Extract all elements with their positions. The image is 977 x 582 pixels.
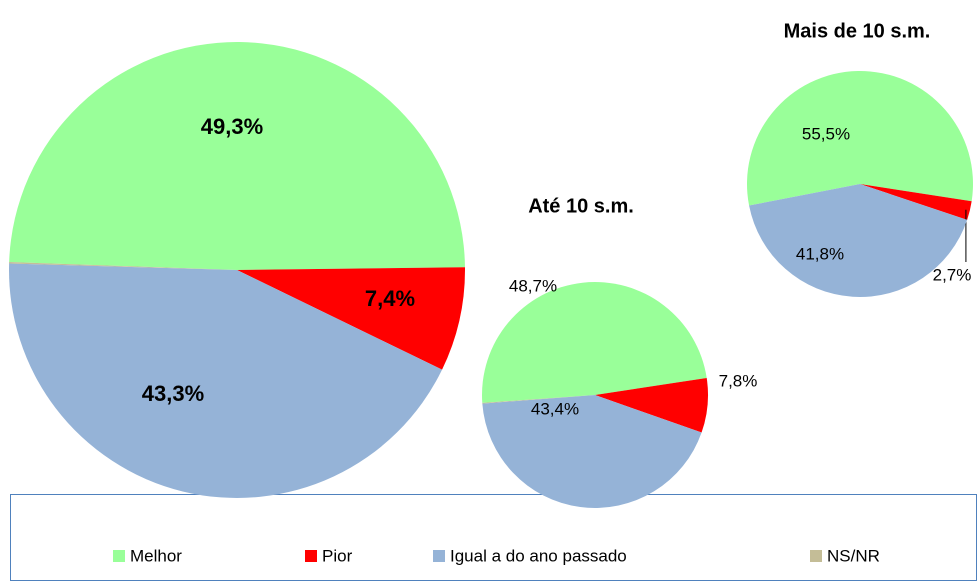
pie-slice xyxy=(749,184,968,298)
legend-swatch xyxy=(810,550,822,562)
pie-slice xyxy=(482,282,707,403)
legend-swatch xyxy=(305,550,317,562)
pie-title: Até 10 s.m. xyxy=(528,195,634,217)
pie-slice xyxy=(237,267,466,370)
data-label: 43,3% xyxy=(142,381,204,406)
pie-title: Mais de 10 s.m. xyxy=(784,20,931,42)
legend-swatch xyxy=(433,550,445,562)
legend-label: Pior xyxy=(322,546,353,565)
legend-label: Igual a do ano passado xyxy=(450,546,627,565)
data-label: 7,4% xyxy=(365,286,415,311)
legend-label: NS/NR xyxy=(827,546,880,565)
legend-label: Melhor xyxy=(130,546,182,565)
pie-slice xyxy=(482,395,702,508)
data-label: 43,4% xyxy=(531,399,579,418)
pie-slice xyxy=(595,377,708,433)
data-label: 48,7% xyxy=(509,276,557,295)
data-label: 2,7% xyxy=(933,265,972,284)
legend-box xyxy=(10,494,977,581)
legend-swatch xyxy=(113,550,125,562)
pie-slice xyxy=(860,184,972,220)
pie-slice xyxy=(482,395,595,404)
pie-slice xyxy=(747,70,973,206)
data-label: 7,8% xyxy=(719,371,758,390)
data-label: 55,5% xyxy=(802,124,850,143)
data-label: 41,8% xyxy=(796,244,844,263)
pie-slice xyxy=(9,41,465,271)
pie-slice xyxy=(9,262,238,270)
pie-slice xyxy=(9,263,443,499)
data-label: 49,3% xyxy=(201,114,263,139)
